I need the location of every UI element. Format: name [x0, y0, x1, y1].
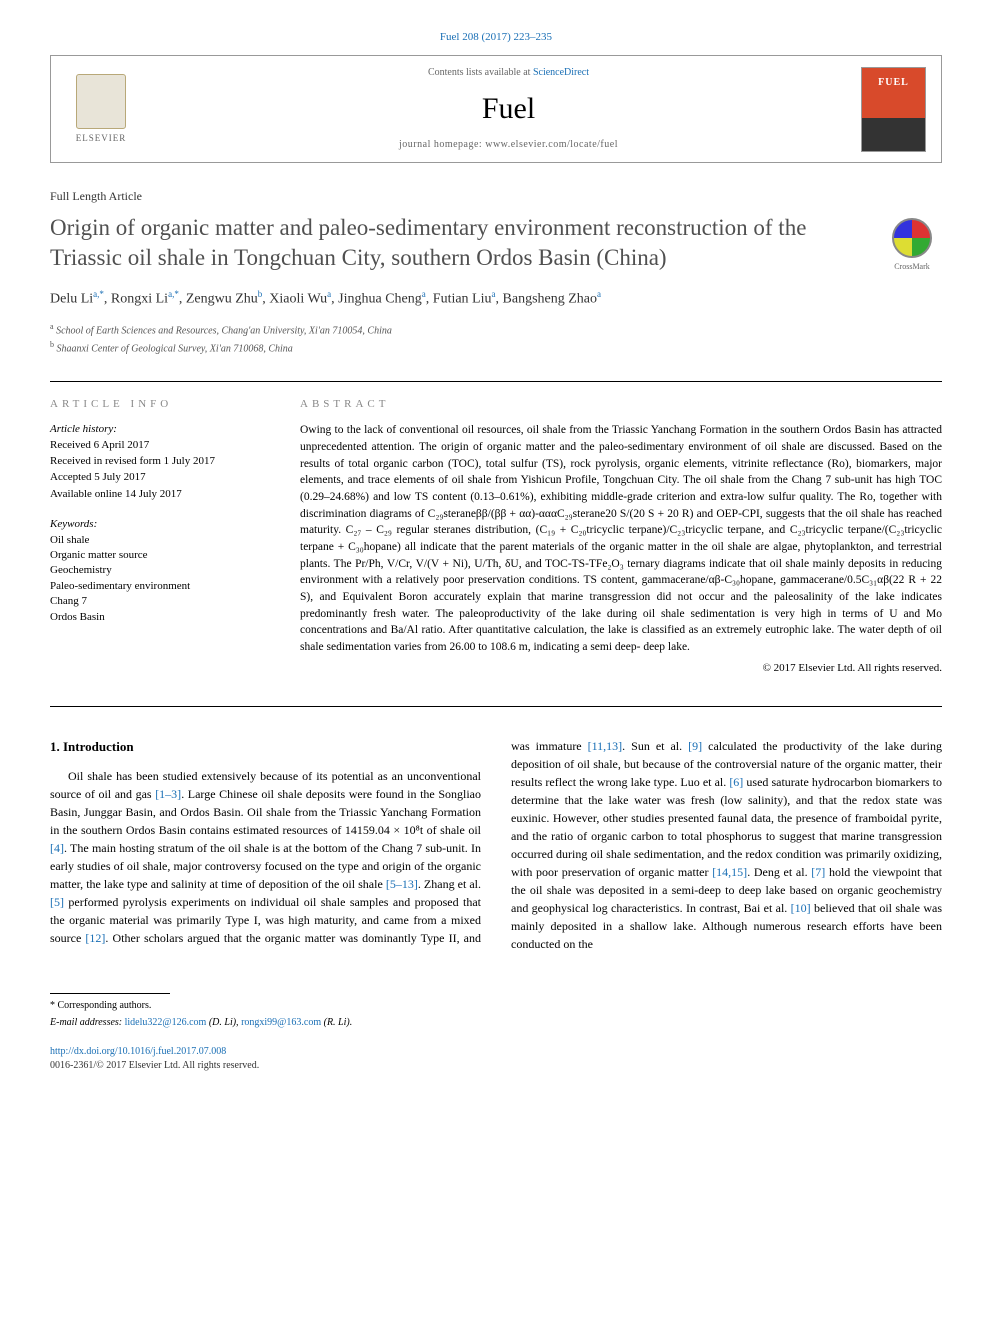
- issn-copyright: 0016-2361/© 2017 Elsevier Ltd. All right…: [50, 1059, 942, 1073]
- affiliation-item: a School of Earth Sciences and Resources…: [50, 321, 942, 338]
- citation-ref[interactable]: [5–13]: [386, 877, 418, 891]
- separator-rule: [50, 706, 942, 707]
- citation-ref[interactable]: [11,13]: [588, 739, 623, 753]
- citation-ref[interactable]: [7]: [811, 865, 825, 879]
- elsevier-logo: ELSEVIER: [66, 69, 136, 149]
- crossmark-icon: [892, 218, 932, 258]
- affiliation-item: b Shaanxi Center of Geological Survey, X…: [50, 339, 942, 356]
- keywords-label: Keywords:: [50, 517, 260, 532]
- citation-ref[interactable]: [5]: [50, 895, 64, 909]
- email-addresses: E-mail addresses: lidelu322@126.com (D. …: [50, 1016, 942, 1030]
- history-label: Article history:: [50, 422, 260, 437]
- homepage-line: journal homepage: www.elsevier.com/locat…: [156, 138, 861, 152]
- authors-list: Delu Lia,*, Rongxi Lia,*, Zengwu Zhub, X…: [50, 288, 942, 309]
- body-columns: 1. Introduction Oil shale has been studi…: [50, 737, 942, 953]
- separator-rule: [50, 381, 942, 382]
- keyword-item: Ordos Basin: [50, 610, 260, 625]
- abstract-copyright: © 2017 Elsevier Ltd. All rights reserved…: [300, 661, 942, 676]
- citation-ref[interactable]: [6]: [729, 775, 743, 789]
- email-link[interactable]: rongxi99@163.com: [241, 1017, 321, 1028]
- article-info-heading: ARTICLE INFO: [50, 397, 260, 412]
- history-item: Accepted 5 July 2017: [50, 470, 260, 485]
- elsevier-tree-icon: [76, 74, 126, 129]
- section-1-heading: 1. Introduction: [50, 737, 481, 757]
- keyword-item: Geochemistry: [50, 563, 260, 578]
- keyword-item: Paleo-sedimentary environment: [50, 579, 260, 594]
- keyword-item: Oil shale: [50, 533, 260, 548]
- citation-ref[interactable]: [4]: [50, 841, 64, 855]
- citation-ref[interactable]: [1–3]: [155, 787, 181, 801]
- footnote-separator: [50, 993, 170, 994]
- homepage-prefix: journal homepage:: [399, 139, 485, 150]
- doi-link[interactable]: http://dx.doi.org/10.1016/j.fuel.2017.07…: [50, 1045, 942, 1059]
- journal-cover-thumbnail: [861, 67, 926, 152]
- crossmark-label: CrossMark: [894, 262, 930, 271]
- corresponding-note: * Corresponding authors.: [50, 999, 942, 1013]
- article-type: Full Length Article: [50, 188, 942, 205]
- intro-paragraph: Oil shale has been studied extensively b…: [50, 737, 942, 953]
- page-footer: * Corresponding authors. E-mail addresse…: [50, 983, 942, 1073]
- email-link[interactable]: lidelu322@126.com: [125, 1017, 207, 1028]
- abstract-text: Owing to the lack of conventional oil re…: [300, 422, 942, 655]
- history-item: Received 6 April 2017: [50, 438, 260, 453]
- contents-prefix: Contents lists available at: [428, 67, 533, 78]
- history-item: Available online 14 July 2017: [50, 487, 260, 502]
- keyword-item: Chang 7: [50, 594, 260, 609]
- citation-ref[interactable]: [14,15]: [712, 865, 747, 879]
- sciencedirect-link[interactable]: ScienceDirect: [533, 67, 589, 78]
- history-item: Received in revised form 1 July 2017: [50, 454, 260, 469]
- affiliations-list: a School of Earth Sciences and Resources…: [50, 321, 942, 356]
- contents-list-line: Contents lists available at ScienceDirec…: [156, 66, 861, 80]
- citation-ref[interactable]: [9]: [688, 739, 702, 753]
- abstract-heading: ABSTRACT: [300, 397, 942, 412]
- abstract-column: ABSTRACT Owing to the lack of convention…: [300, 397, 942, 676]
- article-title: Origin of organic matter and paleo-sedim…: [50, 213, 942, 273]
- crossmark-badge[interactable]: CrossMark: [882, 218, 942, 272]
- homepage-url[interactable]: www.elsevier.com/locate/fuel: [485, 139, 618, 150]
- journal-name: Fuel: [156, 88, 861, 130]
- citation-ref[interactable]: [12]: [85, 931, 105, 945]
- article-info-column: ARTICLE INFO Article history: Received 6…: [50, 397, 260, 676]
- publisher-name: ELSEVIER: [76, 132, 127, 145]
- journal-header: ELSEVIER Contents lists available at Sci…: [50, 55, 942, 163]
- keyword-item: Organic matter source: [50, 548, 260, 563]
- citation-line: Fuel 208 (2017) 223–235: [50, 30, 942, 45]
- citation-ref[interactable]: [10]: [791, 901, 811, 915]
